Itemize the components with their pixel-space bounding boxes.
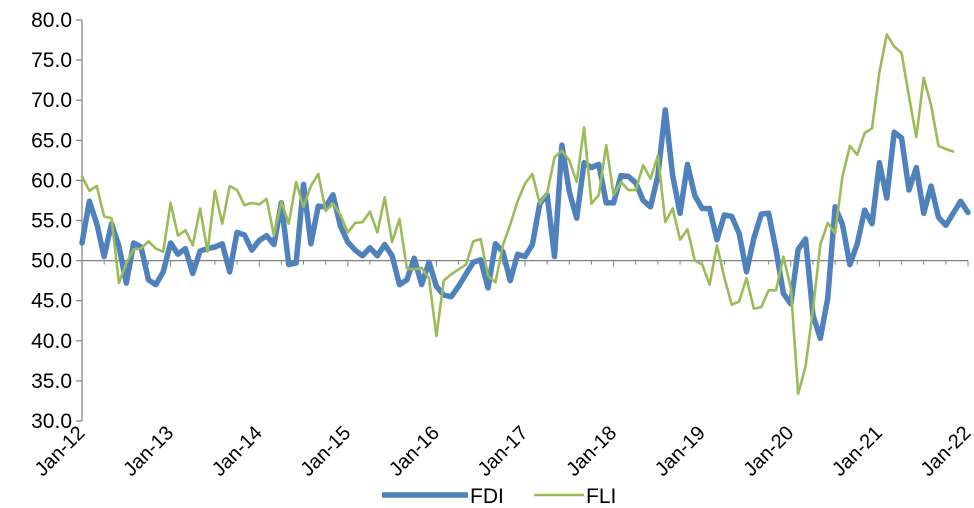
y-tick-label: 35.0 <box>31 370 72 393</box>
y-axis: 30.0 35.0 40.0 45.0 50.0 55.0 60.0 65.0 70.0 75.0… <box>31 9 83 433</box>
y-tick-label: 45.0 <box>31 290 72 313</box>
series-line-fdi <box>79 107 971 342</box>
x-tick-label: Jan-18 <box>562 422 621 481</box>
x-axis: Jan-12 Jan-13 Jan-14 Jan-15 Jan-16 Jan-17 Jan-… <box>31 260 974 481</box>
series-layer <box>79 33 971 396</box>
x-tick-label: Jan-21 <box>828 422 887 481</box>
legend-label-fdi: FDI <box>470 485 504 508</box>
x-tick-label: Jan-20 <box>740 422 799 481</box>
series-line-fli <box>80 33 955 396</box>
x-tick-label: Jan-15 <box>297 422 356 481</box>
y-tick-label: 65.0 <box>31 129 72 152</box>
x-tick-label: Jan-19 <box>651 422 710 481</box>
y-tick-label: 60.0 <box>31 169 72 192</box>
x-tick-label: Jan-14 <box>208 422 267 481</box>
y-tick-label: 50.0 <box>31 250 72 273</box>
x-tick-label: Jan-16 <box>385 422 444 481</box>
x-tick-label: Jan-13 <box>119 422 178 481</box>
x-tick-label: Jan-17 <box>474 422 533 481</box>
legend: FDI FLI <box>382 485 616 508</box>
legend-label-fli: FLI <box>586 485 616 508</box>
y-tick-label: 30.0 <box>31 410 72 433</box>
x-tick-label: Jan-22 <box>917 422 974 481</box>
y-tick-label: 40.0 <box>31 330 72 353</box>
y-tick-label: 80.0 <box>31 9 72 32</box>
y-tick-label: 70.0 <box>31 89 72 112</box>
y-tick-label: 75.0 <box>31 49 72 72</box>
y-tick-label: 55.0 <box>31 210 72 233</box>
